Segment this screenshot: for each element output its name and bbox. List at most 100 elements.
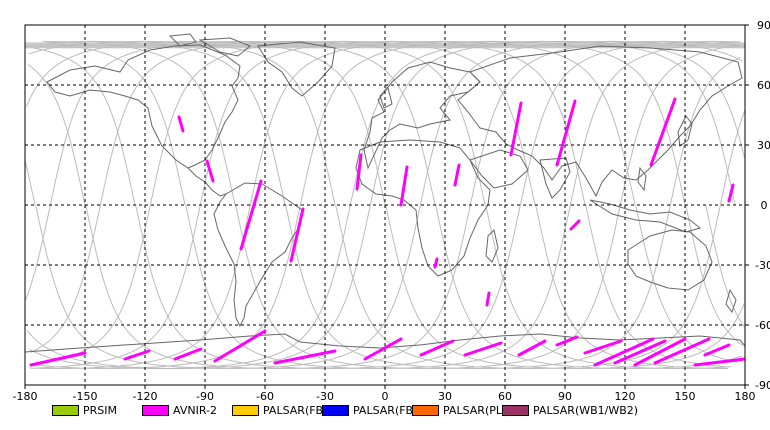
legend-item: PALSAR(FBS) xyxy=(232,402,334,418)
avnir-swath xyxy=(453,163,461,187)
coastline-new-zealand xyxy=(725,288,737,314)
legend-item: PALSAR(FBD) xyxy=(322,402,426,418)
legend-label: PALSAR(FBD) xyxy=(353,403,426,417)
legend-label: PALSAR(WB1/WB2) xyxy=(533,403,639,417)
orbit-track xyxy=(39,40,740,370)
avnir-swath xyxy=(703,343,731,357)
coastline-north-america xyxy=(46,44,241,169)
avnir-swaths xyxy=(29,97,745,367)
y-tick-label: -60 xyxy=(755,319,770,332)
avnir-swath xyxy=(355,153,363,191)
coastline-asia xyxy=(457,45,743,198)
avnir-swath xyxy=(555,99,577,167)
avnir-swath xyxy=(363,337,403,361)
avnir-swath xyxy=(613,339,667,365)
legend-label: AVNIR-2 xyxy=(173,403,217,417)
orbit-track xyxy=(32,40,737,370)
x-tick-label: 90 xyxy=(558,390,572,402)
x-tick-label: 120 xyxy=(615,390,636,402)
orbit-track xyxy=(28,40,744,370)
avnir-swath xyxy=(517,339,547,357)
y-tick-label: -90 xyxy=(755,379,770,392)
coastline-philippines xyxy=(637,166,647,192)
coastline-arctic-islands xyxy=(168,33,251,57)
orbit-track xyxy=(26,40,745,370)
avnir-swath xyxy=(289,207,305,263)
x-tick-label: -60 xyxy=(256,390,274,402)
legend-swatch xyxy=(232,404,259,416)
avnir-swath xyxy=(653,337,711,365)
x-tick-label: 150 xyxy=(675,390,696,402)
coastline-antarctica xyxy=(25,333,745,353)
avnir-swath xyxy=(583,339,623,355)
orbit-track xyxy=(35,40,729,370)
legend: PRSIM AVNIR-2 PALSAR(FBS) PALSAR(FBD) PALSAR… xyxy=(0,402,770,420)
avnir-swath xyxy=(177,115,185,133)
avnir-swath xyxy=(173,347,203,361)
avnir-swath xyxy=(205,159,215,183)
y-tick-label: 90 xyxy=(757,19,770,32)
avnir-swath xyxy=(633,337,687,367)
coastline-madagascar xyxy=(485,229,499,263)
legend-item: PRSIM xyxy=(52,402,117,418)
legend-swatch xyxy=(142,404,169,416)
x-tick-label: 60 xyxy=(498,390,512,402)
coastline-central-america xyxy=(187,167,227,197)
orbit-track xyxy=(31,40,731,370)
x-tick-label: -30 xyxy=(316,390,334,402)
x-tick-label: -180 xyxy=(13,390,38,402)
avnir-swath xyxy=(485,291,491,307)
avnir-swath xyxy=(569,219,581,231)
coastline-indonesia xyxy=(589,199,702,233)
avnir-swath xyxy=(399,165,409,207)
legend-item: PALSAR(PLR) xyxy=(412,402,514,418)
y-tick-label: 30 xyxy=(757,139,770,152)
y-tick-label: 0 xyxy=(761,199,768,212)
avnir-swath xyxy=(419,339,455,357)
orbit-track xyxy=(42,40,735,370)
x-tick-label: -90 xyxy=(196,390,214,402)
x-axis-ticks: -180 -150 -120 -90 -60 -30 0 30 60 90 120 150 180 xyxy=(13,385,756,402)
y-tick-label: -30 xyxy=(755,259,770,272)
legend-swatch xyxy=(322,404,349,416)
y-axis-ticks: 90 60 30 0 -30 -60 -90 xyxy=(745,19,770,392)
coastline-greenland xyxy=(257,41,336,97)
avnir-swath xyxy=(29,351,87,367)
avnir-swath xyxy=(593,337,655,367)
legend-item: AVNIR-2 xyxy=(142,402,217,418)
x-tick-label: 180 xyxy=(735,390,756,402)
orbit-track xyxy=(25,40,745,370)
orbit-track xyxy=(30,40,743,370)
coastline-australia xyxy=(627,229,713,291)
legend-label: PALSAR(PLR) xyxy=(443,403,514,417)
avnir-swath xyxy=(693,357,745,367)
avnir-swath xyxy=(213,329,267,363)
coastline-japan xyxy=(677,115,693,147)
legend-swatch xyxy=(412,404,439,416)
avnir-swath xyxy=(463,341,503,357)
avnir-swath xyxy=(649,97,677,167)
avnir-swath xyxy=(555,335,579,347)
coastline-arabia xyxy=(469,149,529,189)
coastline-india xyxy=(539,157,571,199)
coastline-africa xyxy=(355,139,491,277)
x-tick-label: -120 xyxy=(133,390,158,402)
avnir-swath xyxy=(727,183,735,203)
avnir-swath xyxy=(123,349,151,361)
coastline-british-isles xyxy=(379,87,393,109)
x-tick-label: 30 xyxy=(438,390,452,402)
legend-label: PALSAR(FBS) xyxy=(263,403,335,417)
legend-swatch xyxy=(502,404,529,416)
legend-label: PRSIM xyxy=(83,403,117,417)
legend-item: PALSAR(WB1/WB2) xyxy=(502,402,638,418)
avnir-swath xyxy=(239,179,263,251)
y-tick-label: 60 xyxy=(757,79,770,92)
orbit-track xyxy=(45,40,741,370)
legend-swatch xyxy=(52,404,79,416)
avnir-swath xyxy=(433,257,439,269)
avnir-swath xyxy=(509,101,523,157)
coverage-map: -180 -150 -120 -90 -60 -30 0 30 60 90 120 150 180 90… xyxy=(13,19,770,402)
x-tick-label: -150 xyxy=(73,390,98,402)
x-tick-label: 0 xyxy=(382,390,389,402)
coastlines xyxy=(25,33,745,353)
